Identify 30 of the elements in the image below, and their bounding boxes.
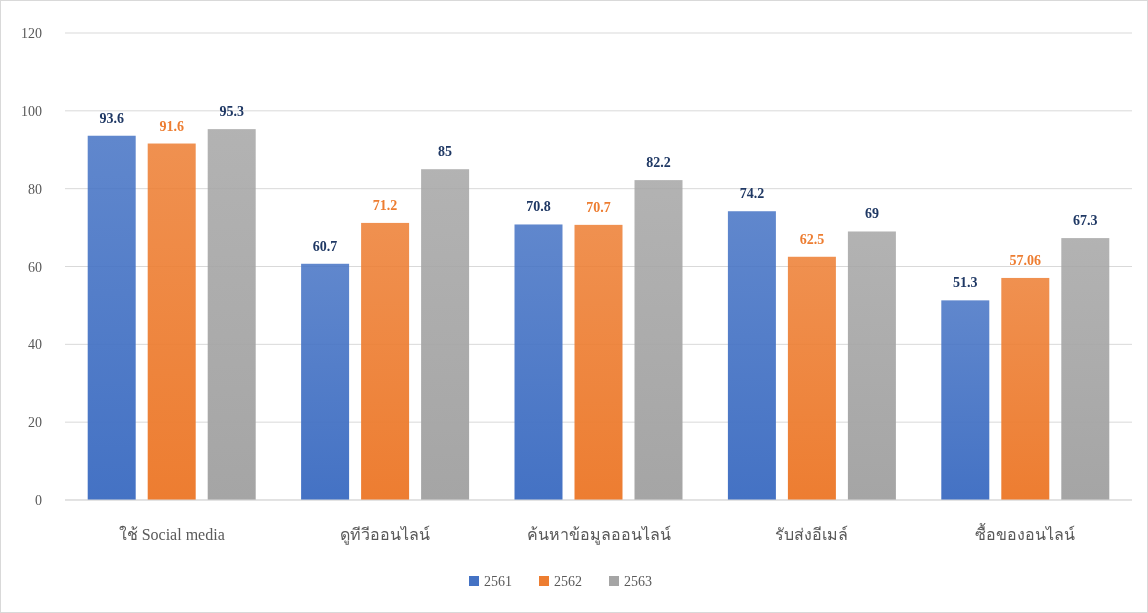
data-label: 93.6 xyxy=(99,110,124,126)
x-tick-label: ค้นหาข้อมูลออนไลน์ xyxy=(526,525,671,545)
y-tick-label: 120 xyxy=(21,26,42,41)
data-label: 62.5 xyxy=(799,231,825,247)
y-tick-label: 100 xyxy=(21,103,42,119)
data-label: 82.2 xyxy=(646,155,671,171)
data-label: 85 xyxy=(438,144,453,160)
data-label: 70.8 xyxy=(526,199,551,215)
data-label: 69 xyxy=(864,206,879,222)
data-label: 70.7 xyxy=(586,199,611,215)
legend-label: 2561 xyxy=(484,574,512,589)
legend-label: 2563 xyxy=(624,574,652,589)
x-tick-label: ดูทีวีออนไลน์ xyxy=(340,525,431,545)
data-label: 57.06 xyxy=(1009,252,1042,268)
data-label: 71.2 xyxy=(372,197,398,213)
y-tick-label: 80 xyxy=(28,181,42,197)
legend-label: 2562 xyxy=(554,574,582,589)
y-tick-label: 60 xyxy=(28,259,42,275)
data-label: 91.6 xyxy=(159,118,184,134)
x-tick-label: ซื้อของอนไลน์ xyxy=(975,523,1076,543)
x-tick-label: รับส่งอีเมล์ xyxy=(775,525,849,543)
data-label: 60.7 xyxy=(312,238,338,254)
y-tick-label: 40 xyxy=(28,337,42,353)
data-label: 51.3 xyxy=(953,275,978,291)
data-label: 67.3 xyxy=(1073,213,1098,229)
x-tick-label: ใช้ Social media xyxy=(118,525,225,543)
y-tick-label: 20 xyxy=(28,415,42,431)
data-label: 95.3 xyxy=(219,104,244,120)
y-tick-label: 0 xyxy=(35,493,42,508)
data-label: 74.2 xyxy=(739,186,765,202)
